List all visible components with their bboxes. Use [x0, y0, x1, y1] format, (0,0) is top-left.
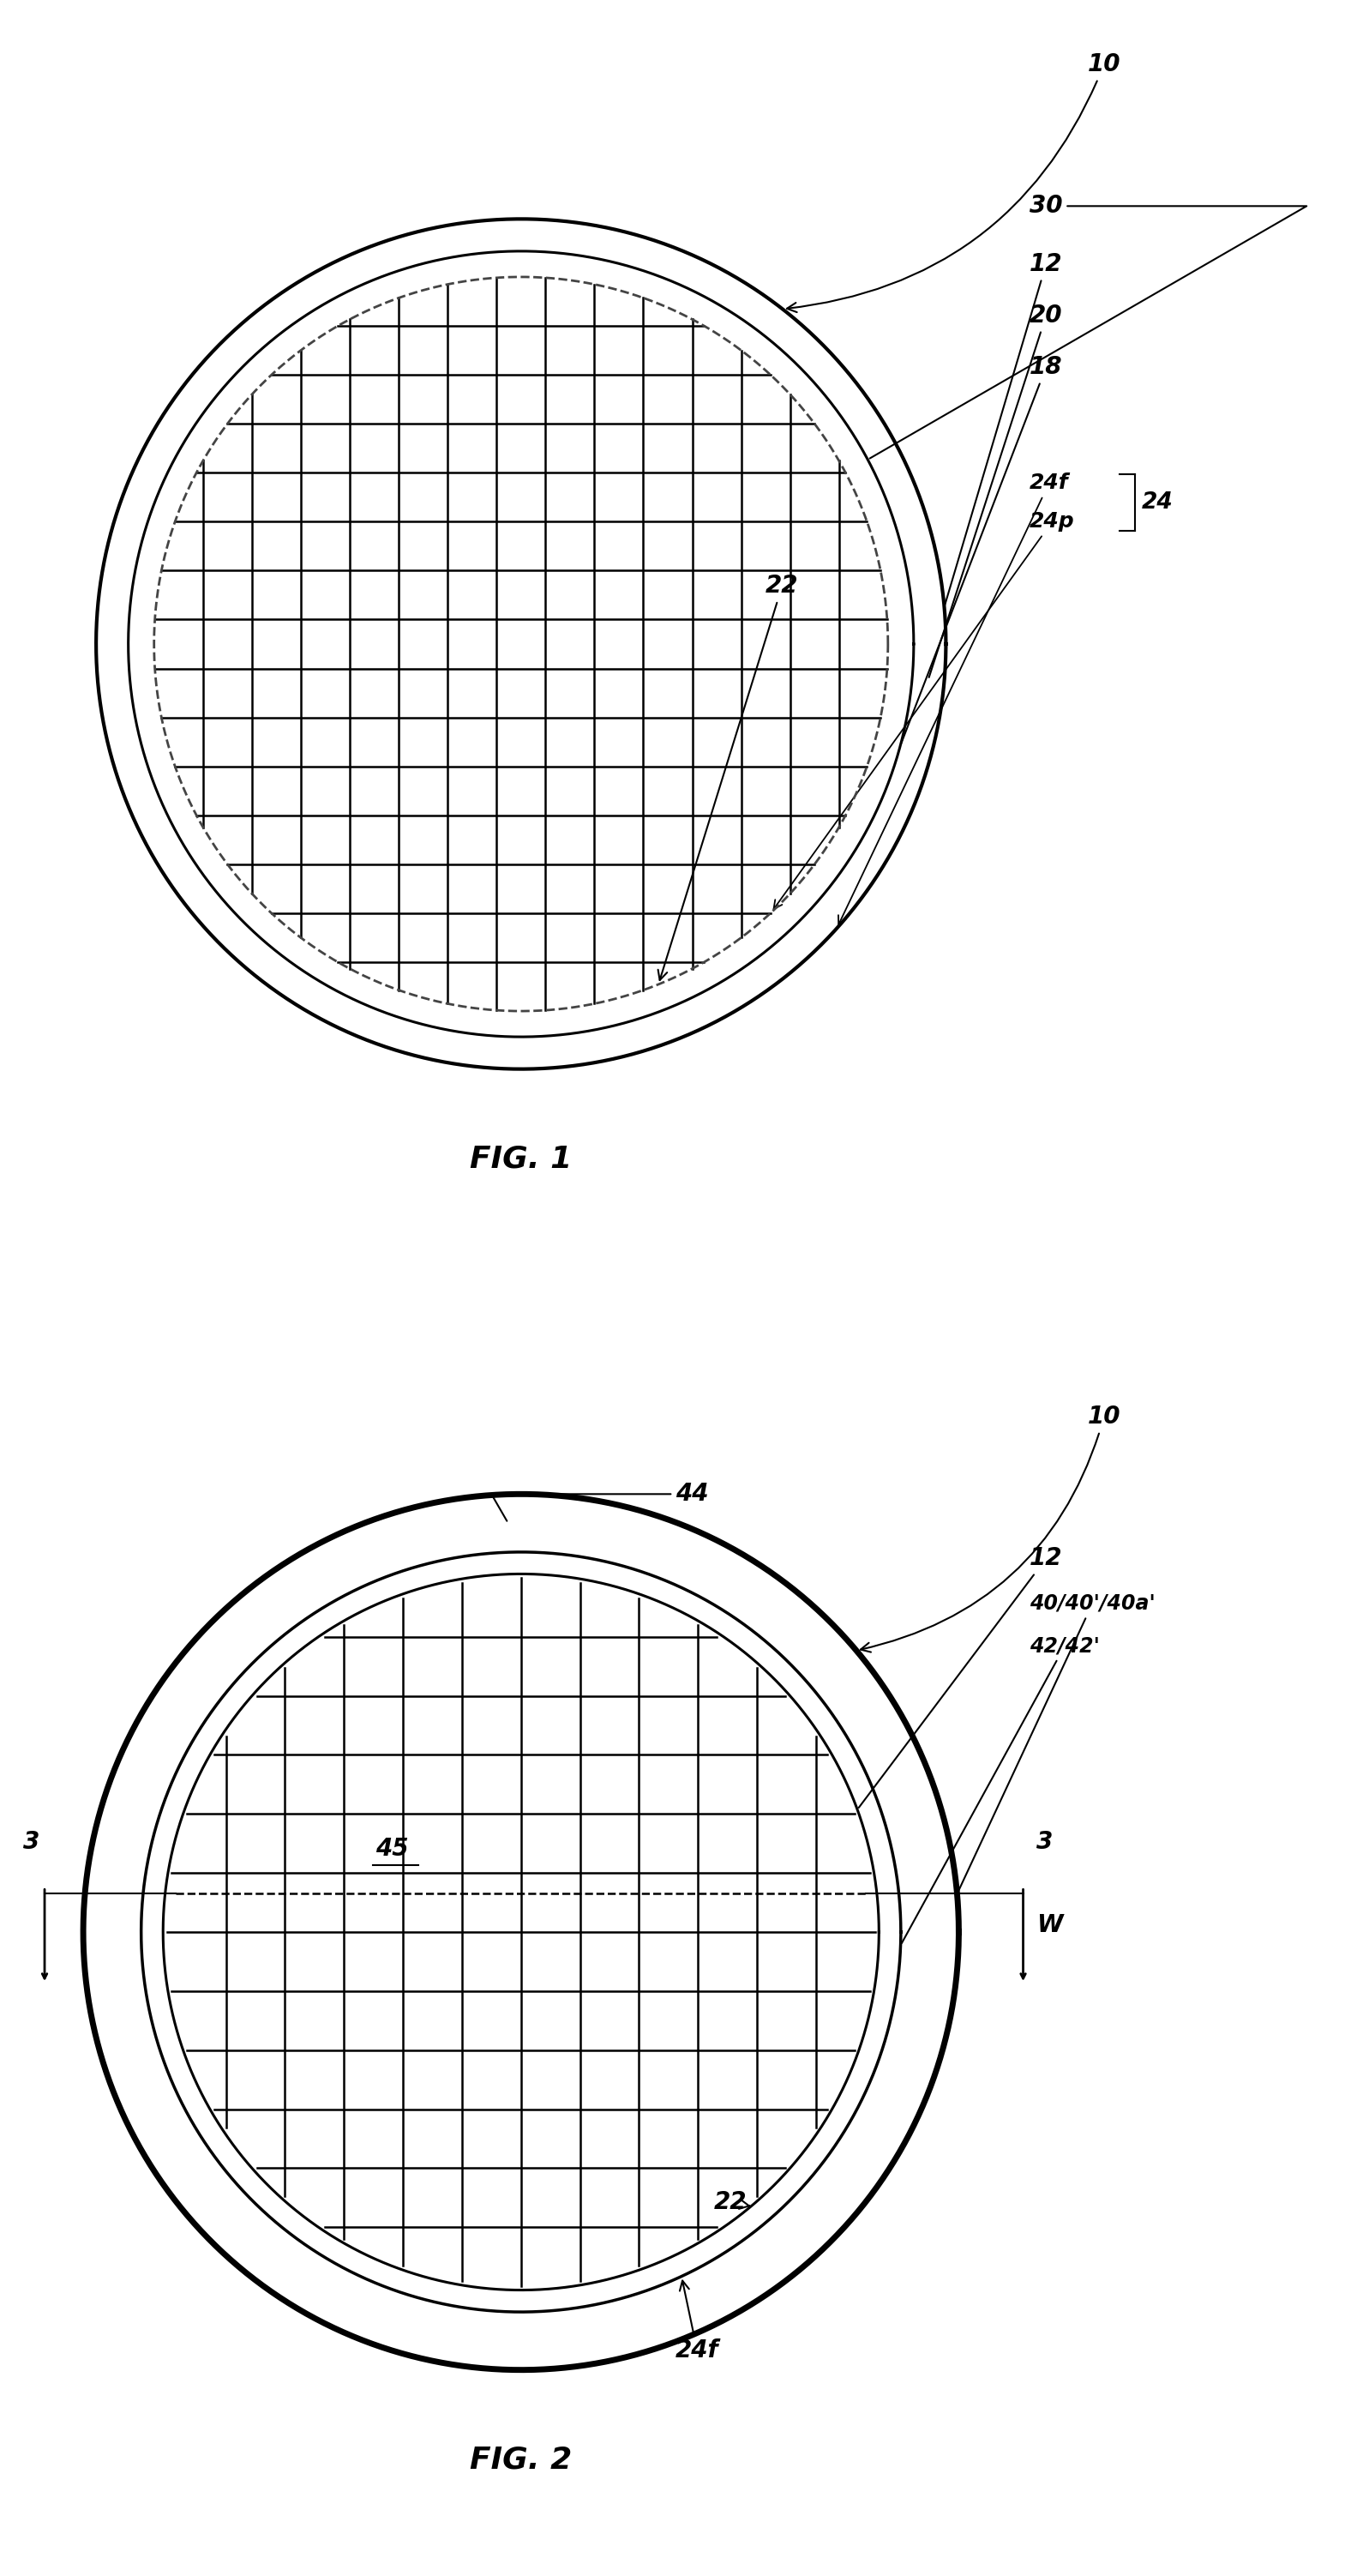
Text: 24f: 24f [839, 474, 1069, 925]
Text: 24p: 24p [774, 513, 1074, 909]
Text: 12: 12 [859, 1546, 1063, 1808]
Text: W: W [1036, 1914, 1062, 1937]
Text: FIG. 2: FIG. 2 [470, 2445, 571, 2476]
Text: 45: 45 [376, 1837, 409, 1860]
Text: FIG. 1: FIG. 1 [470, 1144, 571, 1175]
Text: 22: 22 [658, 574, 798, 981]
Text: 22: 22 [715, 2190, 750, 2215]
Text: 44: 44 [493, 1481, 708, 1520]
Text: 42/42': 42/42' [901, 1636, 1100, 1942]
Text: 24f: 24f [676, 2280, 719, 2362]
Text: 10: 10 [861, 1404, 1120, 1651]
Text: 3: 3 [1036, 1829, 1052, 1855]
Text: 30: 30 [870, 193, 1306, 459]
Text: 20: 20 [929, 304, 1063, 677]
Text: 12: 12 [944, 252, 1063, 605]
Text: 18: 18 [901, 355, 1063, 744]
Text: 3: 3 [23, 1829, 41, 1855]
Text: 10: 10 [786, 52, 1120, 312]
Text: 24: 24 [1142, 492, 1173, 513]
Text: 40/40'/40a': 40/40'/40a' [958, 1595, 1155, 1891]
